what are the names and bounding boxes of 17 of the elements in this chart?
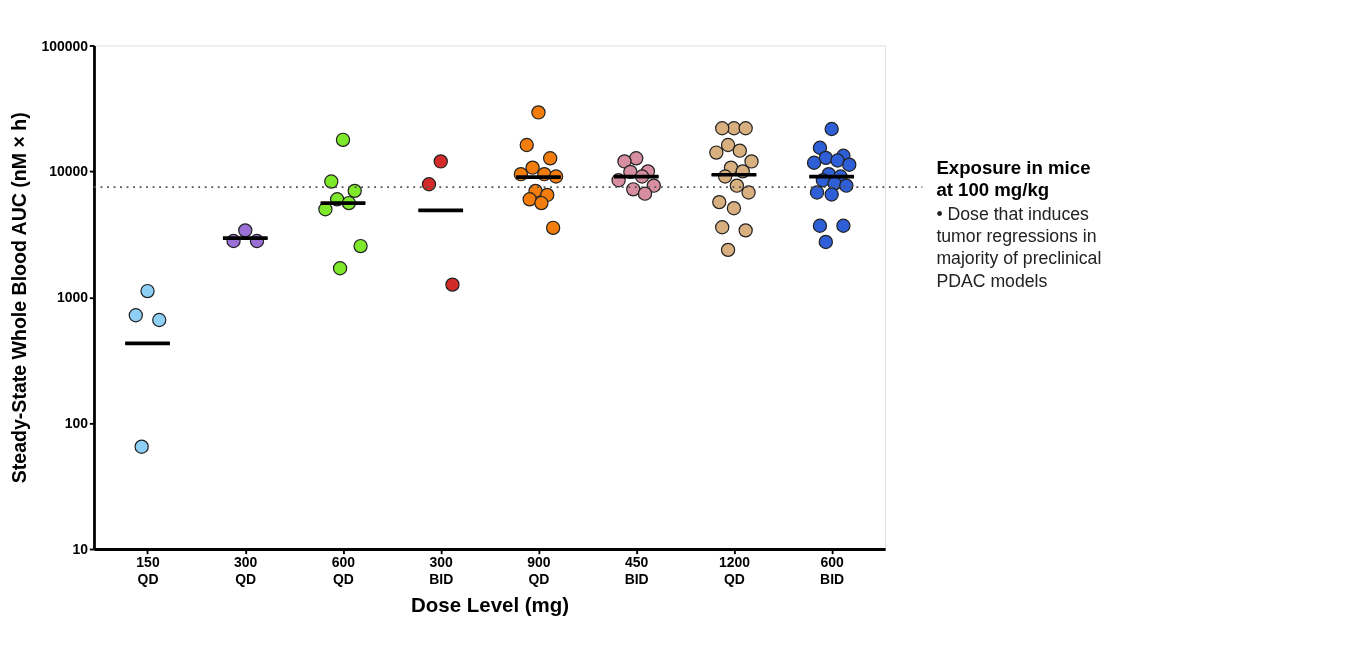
- x-axis-title: Dose Level (mg): [411, 592, 570, 616]
- y-tick-label: 100000: [41, 37, 89, 54]
- y-tick-label: 1000: [56, 289, 89, 306]
- x-tick-label: 600 QD: [331, 554, 356, 587]
- x-tick-label: 450 BID: [624, 554, 649, 587]
- x-tick-label: 600 BID: [820, 554, 845, 587]
- y-tick-label: 10000: [49, 163, 89, 180]
- text: • Dose that induces tumor regressions in majority of preclinical PDAC models: [936, 203, 1102, 291]
- x-tick-label: 1200 QD: [718, 554, 751, 587]
- x-tick-label: 900 QD: [527, 554, 551, 587]
- y-tick-label: 10: [72, 541, 89, 558]
- x-tick-label: 300 BID: [429, 554, 454, 587]
- x-tick-label: 150 QD: [136, 554, 160, 587]
- y-tick-label: 100: [64, 415, 89, 432]
- y-axis-title: Steady-State Whole Blood AUC (nM × h): [8, 112, 31, 484]
- x-tick-label: 300 QD: [234, 554, 258, 587]
- ref-line-label: Exposure in mice at 100 mg/kg: [936, 156, 1091, 201]
